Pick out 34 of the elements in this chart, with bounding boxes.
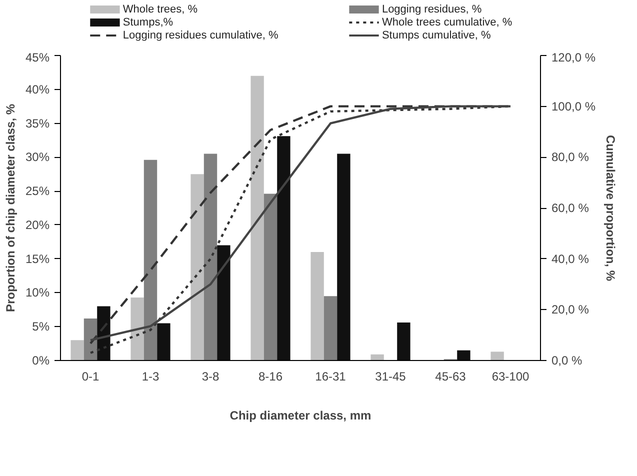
x-tick-label: 45-63 [435,370,466,384]
y-tick-label: 25% [25,184,50,198]
y-axis-title: Proportion of chip diameter class, % [3,104,18,312]
x-tick-label: 31-45 [375,370,406,384]
y2-tick-label: 80,0 % [552,150,590,164]
y-tick-label: 30% [25,150,50,164]
x-tick-label: 1-3 [142,370,160,384]
y-tick-label: 0% [32,354,50,368]
x-tick-label: 63-100 [492,370,530,384]
legend-label: Stumps cumulative, % [382,30,491,42]
y-tick-label: 20% [25,218,50,232]
x-tick-label: 3-8 [202,370,220,384]
y-tick-label: 10% [25,286,50,300]
y-tick-label: 15% [25,252,50,266]
legend-label: Whole trees, % [122,4,198,16]
y2-tick-label: 100,0 % [552,99,596,114]
x-tick-label: 16-31 [315,370,346,384]
y-tick-label: 40% [25,82,50,96]
y2-tick-label: 40,0 % [552,252,590,266]
x-tick-label: 0-1 [82,370,100,384]
legend-label: Stumps,% [122,16,174,28]
y2-tick-label: 60,0 % [552,201,590,215]
y2-tick-label: 120,0 % [552,50,596,64]
y-tick-label: 5% [32,320,50,334]
y2-tick-label: 0,0 % [552,354,583,368]
legend-label: Logging residues, % [382,4,482,16]
y-tick-label: 45% [25,50,50,64]
legend-label: Logging residues cumulative, % [122,30,278,42]
y-tick-label: 35% [25,116,50,130]
x-axis-title: Chip diameter class, mm [230,408,372,422]
legend-label: Whole trees cumulative, % [382,16,512,28]
x-tick-label: 8-16 [258,370,283,384]
y2-tick-label: 20,0 % [552,302,590,317]
y2-axis-title: Cumulative proportion, % [604,135,618,282]
